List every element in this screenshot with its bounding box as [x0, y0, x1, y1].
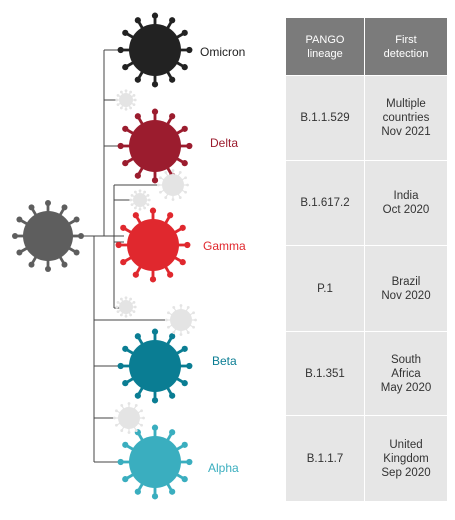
minor-virus-icon [129, 189, 151, 211]
beta-virus-icon [117, 328, 193, 404]
lineage-cell: B.1.617.2 [285, 160, 365, 246]
variant-label-beta: Beta [212, 354, 237, 368]
table-row: B.1.351 South Africa May 2020 [285, 331, 448, 416]
detection-cell: Multiple countries Nov 2021 [364, 75, 448, 161]
detection-cell: Brazil Nov 2020 [364, 245, 448, 332]
lineage-cell: P.1 [285, 245, 365, 332]
header-pango-lineage: PANGO lineage [285, 17, 365, 76]
table-row: B.1.1.7 United Kingdom Sep 2020 [285, 415, 448, 502]
alpha-virus-icon [117, 424, 193, 500]
detection-cell: India Oct 2020 [364, 160, 448, 246]
minor-virus-icon [115, 296, 137, 318]
omicron-virus-icon [117, 12, 193, 88]
minor-virus-icon [157, 169, 189, 201]
minor-virus-icon [165, 304, 197, 336]
detection-cell: South Africa May 2020 [364, 331, 448, 416]
delta-virus-icon [117, 108, 193, 184]
variant-label-alpha: Alpha [208, 461, 239, 475]
lineage-cell: B.1.1.529 [285, 75, 365, 161]
minor-virus-icon [113, 402, 145, 434]
table-row: B.1.1.529 Multiple countries Nov 2021 [285, 75, 448, 161]
table-row: P.1 Brazil Nov 2020 [285, 245, 448, 332]
lineage-table: PANGO lineage First detection B.1.1.529 … [285, 17, 448, 502]
minor-virus-icon [115, 89, 137, 111]
variant-label-gamma: Gamma [203, 239, 246, 253]
header-first-detection: First detection [364, 17, 448, 76]
variant-label-omicron: Omicron [200, 45, 245, 59]
variant-label-delta: Delta [210, 136, 238, 150]
gamma-virus-icon [115, 207, 191, 283]
lineage-cell: B.1.1.7 [285, 415, 365, 502]
lineage-cell: B.1.351 [285, 331, 365, 416]
ancestor-virus-icon [12, 200, 84, 272]
detection-cell: United Kingdom Sep 2020 [364, 415, 448, 502]
virus-icons [12, 12, 197, 500]
variant-labels: Omicron Delta Gamma Beta Alpha [200, 45, 246, 475]
table-row: B.1.617.2 India Oct 2020 [285, 160, 448, 246]
table-header-row: PANGO lineage First detection [285, 17, 448, 76]
